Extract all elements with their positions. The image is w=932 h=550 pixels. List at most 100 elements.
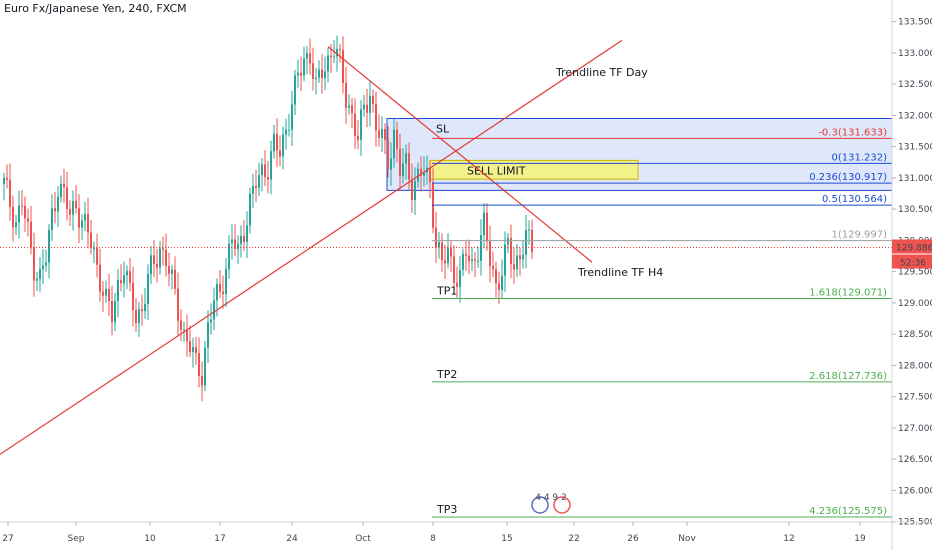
candle-body [312, 63, 314, 79]
candle-body [150, 255, 152, 275]
candle-body [447, 248, 449, 264]
last-price-badge [892, 239, 932, 254]
candle-body [417, 168, 419, 182]
candle-body [183, 329, 185, 331]
candle-body [216, 283, 218, 301]
candle-body [315, 77, 317, 79]
time-tick-label: Nov [678, 534, 696, 544]
candle-body [345, 83, 347, 108]
time-tick-label: Sep [68, 534, 85, 544]
time-tick-label: 17 [214, 534, 225, 544]
countdown-value: 52:36 [900, 259, 926, 269]
candle-body [525, 230, 527, 255]
candle-body [60, 183, 62, 197]
events-badge[interactable]: 4 4 9 2 [531, 493, 571, 514]
candle-body [465, 253, 467, 256]
candle-body [27, 218, 29, 222]
candle-body [414, 181, 416, 200]
candle-body [204, 347, 206, 386]
trendline [0, 39, 623, 456]
candle-body [498, 283, 500, 290]
candle-body [147, 274, 149, 304]
candle-body [198, 353, 200, 376]
candle-body [75, 200, 77, 209]
candle-body [144, 303, 146, 312]
candle-body [435, 227, 437, 248]
candle-body [522, 254, 524, 260]
time-tick-label: 22 [568, 534, 579, 544]
candle-body [327, 55, 329, 72]
candle-body [201, 375, 203, 386]
candle-body [39, 269, 41, 279]
price-tick-label: 125.500 [898, 518, 932, 528]
candle-body [372, 96, 374, 104]
fib-level-label: 0(131.232) [831, 152, 887, 163]
candle-body [351, 105, 353, 114]
fib-level-label: 4.236(125.575) [809, 506, 887, 517]
candle-body [126, 271, 128, 276]
candle-body [243, 235, 245, 242]
fib-levels: -0.3(131.633) 0(131.232) 0.236(130.917) 0.5… [432, 127, 892, 518]
candle-body [228, 243, 230, 270]
candle-body [195, 347, 197, 354]
candle-body [408, 153, 410, 180]
candle-body [93, 247, 95, 249]
candle-body [489, 241, 491, 267]
candle-body [468, 255, 470, 262]
candle-body [399, 148, 401, 177]
candle-body [63, 183, 65, 188]
candle-body [120, 280, 122, 284]
candle-body [420, 168, 422, 176]
candle-body [264, 164, 266, 177]
candle-body [105, 289, 107, 296]
candle-body [135, 310, 137, 324]
candle-body [246, 225, 248, 242]
candle-body [492, 266, 494, 270]
candle-body [354, 113, 356, 136]
candle-body [360, 109, 362, 140]
candle-body [375, 103, 377, 131]
candle-body [225, 269, 227, 294]
candle-body [507, 238, 509, 245]
fib-level-label: 0.236(130.917) [809, 172, 887, 183]
candle-body [381, 128, 383, 138]
candle-body [123, 275, 125, 284]
price-tick-label: 131.500 [898, 143, 932, 153]
event-flag-icon [531, 496, 549, 514]
time-tick-label: 8 [430, 534, 436, 544]
candle-body [366, 104, 368, 113]
candle-body [102, 291, 104, 296]
candle-body [6, 177, 8, 180]
candle-body [258, 175, 260, 188]
candle-body [33, 247, 35, 281]
price-tick-label: 131.000 [898, 174, 932, 184]
candle-body [474, 259, 476, 261]
candle-body [207, 322, 209, 348]
candle-body [24, 205, 26, 219]
candle-body [18, 205, 20, 223]
candle-body [57, 196, 59, 212]
candle-body [477, 260, 479, 262]
candle-body [141, 309, 143, 312]
candle-body [438, 242, 440, 248]
time-tick-label: 19 [854, 534, 866, 544]
candle-body [339, 48, 341, 50]
time-tick-label: Oct [355, 534, 371, 544]
candle-body [462, 253, 464, 270]
candle-body [96, 247, 98, 265]
candle-body [348, 105, 350, 108]
candle-body [186, 329, 188, 342]
candle-body [213, 300, 215, 320]
candle-body [30, 221, 32, 248]
sell-limit-label: SELL LIMIT [467, 164, 526, 177]
candle-body [273, 133, 275, 152]
candle-body [279, 150, 281, 157]
candle-body [396, 129, 398, 149]
candle-body [363, 104, 365, 110]
candle-body [261, 164, 263, 176]
price-tick-label: 126.000 [898, 486, 932, 496]
candle-body [318, 69, 320, 78]
candle-body [84, 214, 86, 221]
candle-body [21, 205, 23, 207]
